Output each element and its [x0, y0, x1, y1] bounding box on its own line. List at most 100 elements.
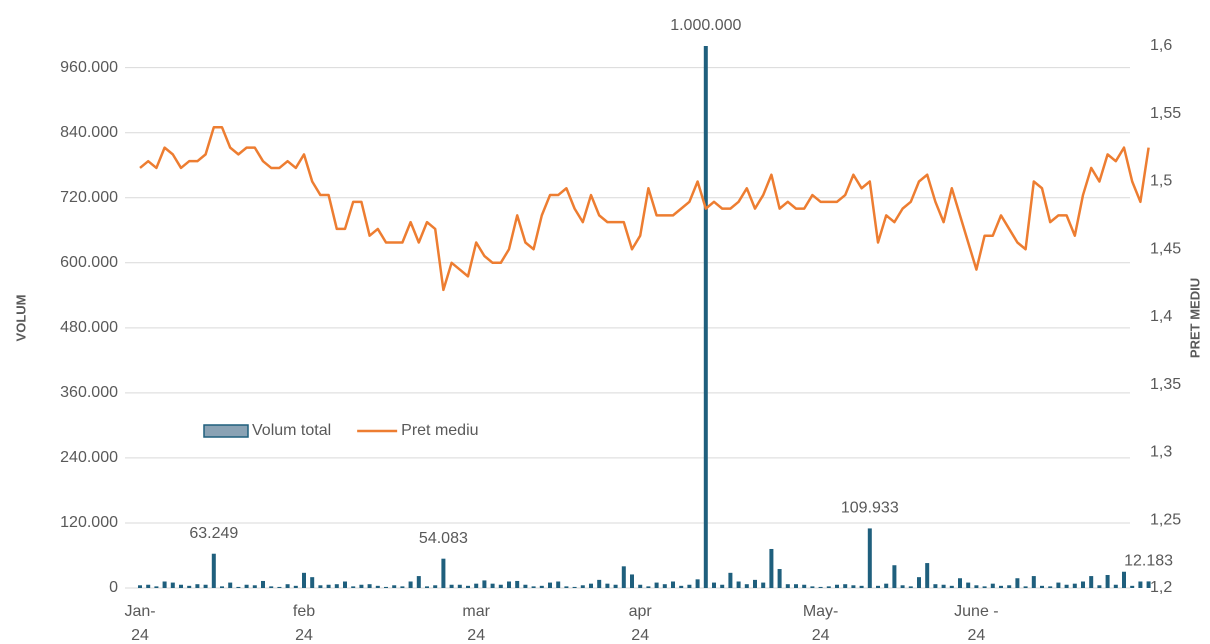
bar: [310, 577, 315, 588]
bar: [1048, 586, 1053, 588]
y-tick-label: 720.000: [60, 189, 118, 206]
bar: [630, 574, 634, 588]
bar: [687, 584, 692, 588]
bar: [384, 586, 388, 588]
bar: [933, 584, 938, 588]
legend-label: Pret mediu: [401, 422, 478, 439]
bar: [1023, 586, 1028, 588]
y2-tick-label: 1,3: [1150, 444, 1172, 461]
bar: [154, 586, 159, 588]
bar: [564, 586, 569, 588]
bar: [597, 579, 602, 588]
bar: [400, 586, 405, 588]
bar: [515, 580, 520, 588]
bar: [843, 584, 848, 588]
bar: [170, 582, 175, 588]
y-tick-label: 120.000: [60, 514, 118, 531]
legend-label: Volum total: [252, 422, 331, 439]
bar: [605, 583, 610, 588]
legend-swatch: [203, 424, 249, 438]
bar: [703, 46, 708, 588]
bar: [1056, 582, 1061, 588]
y2-tick-label: 1,35: [1150, 376, 1181, 393]
bar: [211, 553, 216, 588]
bar: [802, 584, 807, 588]
y-tick-label: 360.000: [60, 384, 118, 401]
bar: [794, 584, 798, 588]
bar: [1081, 581, 1085, 588]
bar: [490, 583, 495, 588]
bar: [261, 580, 265, 588]
y-axis-label: VOLUM: [13, 295, 28, 342]
bar: [548, 582, 552, 588]
bar: [572, 586, 577, 588]
y-tick-label: 840.000: [60, 124, 118, 141]
bar: [769, 548, 774, 588]
bar: [589, 583, 593, 588]
y2-axis-label: PRET MEDIU: [1187, 278, 1202, 358]
bar: [220, 586, 224, 588]
bar: [736, 581, 741, 588]
x-tick-label: June -24: [954, 603, 998, 644]
y2-tick-label: 1,6: [1150, 37, 1172, 54]
bar: [753, 579, 757, 588]
bar: [818, 586, 823, 588]
bar: [744, 584, 749, 588]
bar: [539, 585, 544, 588]
bar: [949, 585, 954, 588]
bar: [638, 584, 643, 588]
bar: [835, 584, 839, 588]
y2-tick-label: 1,55: [1150, 105, 1181, 122]
bar: [884, 583, 889, 588]
bar: [671, 581, 675, 588]
bar: [1040, 585, 1044, 588]
bar: [777, 569, 782, 588]
bar: [425, 586, 429, 588]
bar: [293, 585, 298, 588]
data-label: 1.000.000: [670, 17, 741, 34]
bar: [1072, 583, 1077, 588]
bar: [1122, 571, 1126, 588]
bar: [236, 586, 241, 588]
y2-tick-label: 1,45: [1150, 240, 1181, 257]
bar: [187, 585, 192, 588]
bar: [966, 582, 971, 588]
bar: [917, 577, 921, 588]
y-tick-label: 240.000: [60, 449, 118, 466]
bar: [367, 584, 372, 588]
bar: [277, 586, 282, 588]
bar: [556, 581, 561, 588]
bar: [1031, 576, 1036, 588]
bar: [1105, 574, 1110, 588]
bar: [138, 585, 142, 588]
bar: [646, 586, 651, 588]
bar: [523, 584, 528, 588]
bar: [179, 584, 183, 588]
x-tick-label: mar 24: [462, 603, 490, 644]
bar: [761, 582, 766, 588]
bar: [507, 581, 511, 588]
bar: [941, 584, 946, 588]
bar: [613, 584, 618, 588]
bar: [876, 585, 880, 588]
bar: [859, 585, 864, 588]
bar: [343, 581, 347, 588]
bar: [203, 584, 208, 588]
bar: [1007, 585, 1012, 588]
bar: [474, 583, 479, 588]
bar: [925, 563, 930, 588]
bar: [712, 582, 716, 588]
bar: [146, 584, 151, 588]
bar: [851, 585, 856, 588]
line: [139, 126, 1150, 292]
bar: [908, 586, 913, 588]
bar: [457, 584, 462, 588]
bar: [810, 586, 815, 588]
bar: [498, 584, 503, 588]
bar: [580, 585, 585, 588]
y2-tick-label: 1,2: [1150, 579, 1172, 596]
bar: [449, 584, 454, 588]
bar: [826, 586, 831, 588]
bar: [695, 579, 700, 588]
bar: [228, 582, 233, 588]
